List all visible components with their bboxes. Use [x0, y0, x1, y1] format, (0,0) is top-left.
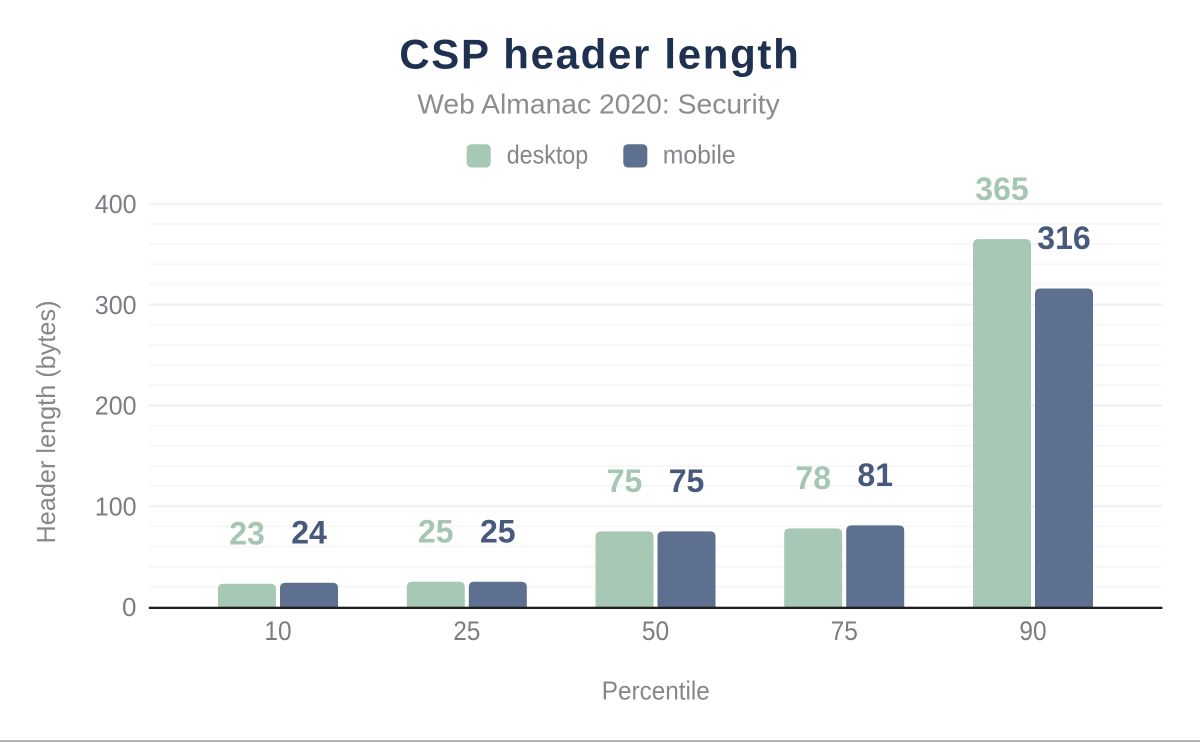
svg-text:300: 300	[95, 290, 137, 320]
svg-text:50: 50	[642, 616, 669, 646]
svg-text:desktop: desktop	[507, 139, 589, 169]
svg-text:CSP header length: CSP header length	[399, 30, 799, 77]
svg-text:365: 365	[975, 171, 1028, 207]
svg-text:Header length (bytes): Header length (bytes)	[31, 301, 61, 544]
svg-text:75: 75	[607, 463, 643, 499]
svg-text:75: 75	[831, 616, 858, 646]
svg-text:25: 25	[453, 616, 480, 646]
svg-text:100: 100	[95, 491, 137, 521]
svg-text:200: 200	[95, 391, 137, 421]
svg-text:0: 0	[122, 592, 136, 622]
svg-text:90: 90	[1019, 616, 1046, 646]
svg-text:78: 78	[795, 460, 831, 496]
svg-text:81: 81	[857, 457, 893, 493]
svg-text:mobile: mobile	[663, 139, 736, 169]
svg-text:24: 24	[291, 515, 327, 551]
svg-text:Web Almanac 2020: Security: Web Almanac 2020: Security	[417, 89, 780, 120]
svg-text:75: 75	[669, 463, 705, 499]
svg-text:400: 400	[95, 189, 137, 219]
svg-text:25: 25	[480, 514, 516, 550]
svg-text:25: 25	[418, 514, 454, 550]
svg-text:23: 23	[229, 516, 265, 552]
svg-text:Percentile: Percentile	[602, 676, 710, 706]
svg-text:10: 10	[264, 616, 291, 646]
svg-text:316: 316	[1037, 220, 1090, 256]
